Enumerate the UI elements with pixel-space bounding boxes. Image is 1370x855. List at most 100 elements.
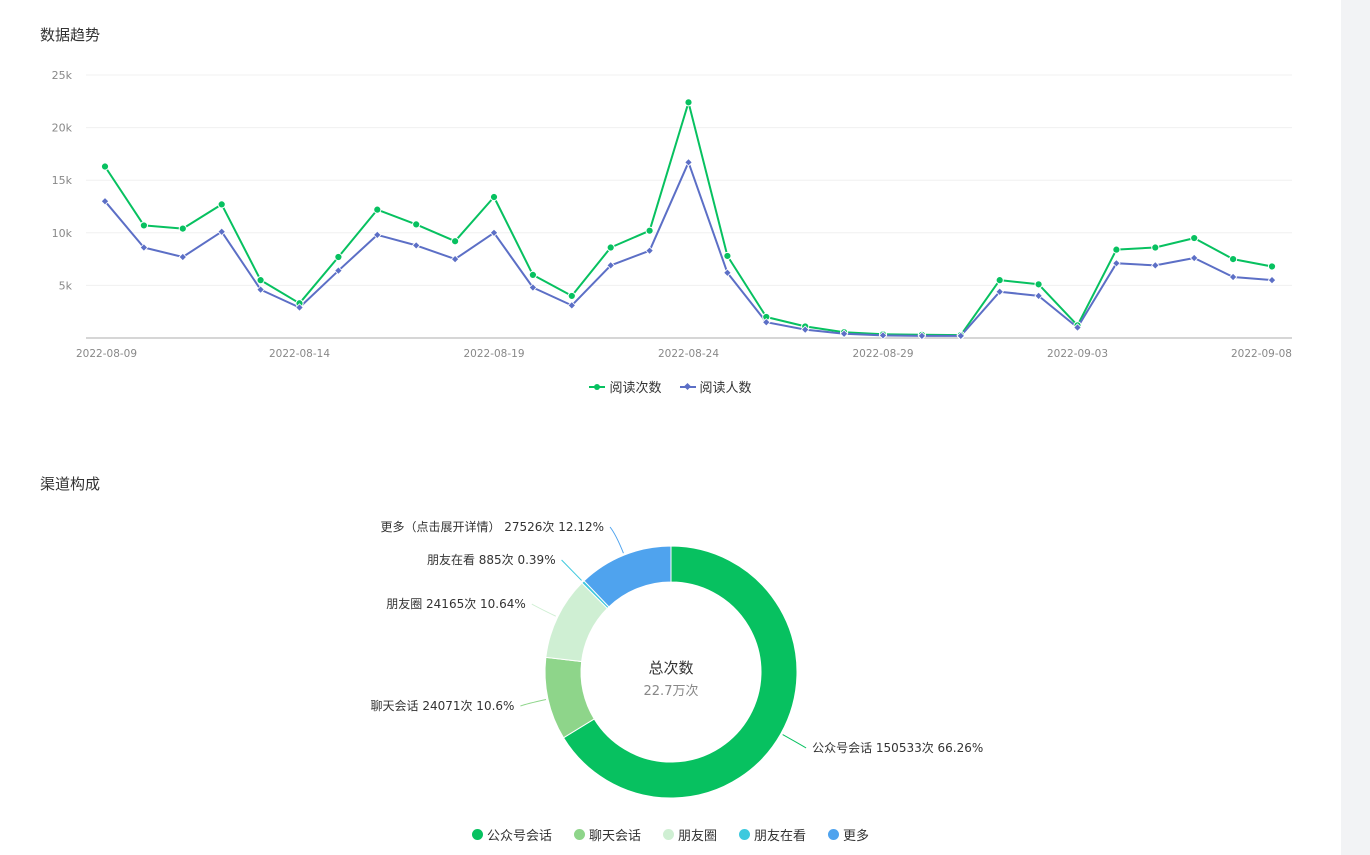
legend-item-official-account-chat[interactable]: 公众号会话	[471, 825, 552, 844]
x-tick-label: 2022-08-29	[852, 348, 913, 360]
y-tick-label: 10k	[52, 227, 73, 240]
data-point-readers[interactable]	[450, 254, 460, 264]
data-point-readers[interactable]	[100, 196, 110, 206]
data-point-readers[interactable]	[723, 268, 732, 278]
data-point-reads[interactable]	[567, 291, 576, 301]
trend-legend: 阅读次数 阅读人数	[0, 377, 1341, 396]
data-point-reads[interactable]	[451, 237, 460, 246]
legend-item-moments[interactable]: 朋友圈	[662, 825, 717, 844]
y-tick-label: 25k	[52, 69, 73, 82]
data-point-reads[interactable]	[528, 270, 538, 279]
data-point-readers[interactable]	[878, 331, 888, 340]
data-point-readers[interactable]	[995, 287, 1004, 296]
legend-label-more: 更多	[843, 829, 870, 844]
data-point-readers[interactable]	[1073, 323, 1082, 332]
data-point-reads[interactable]	[723, 251, 732, 261]
legend-item-chat[interactable]: 聊天会话	[573, 825, 641, 844]
data-point-reads[interactable]	[373, 205, 382, 214]
data-point-readers[interactable]	[1151, 261, 1160, 270]
y-tick-label: 5k	[59, 279, 73, 292]
slice-label-moments: 朋友圈 24165次 10.64%	[386, 597, 526, 611]
channel-section-title: 渠道构成	[40, 475, 101, 493]
data-point-readers[interactable]	[256, 285, 265, 294]
y-tick-label: 15k	[52, 174, 73, 187]
legend-label-chat: 聊天会话	[588, 829, 641, 844]
slice-label-friends-watching: 朋友在看 885次 0.39%	[427, 553, 556, 567]
trend-section-title: 数据趋势	[40, 26, 101, 44]
legend-swatch-moments	[662, 829, 674, 840]
channel-legend: 公众号会话 聊天会话 朋友圈 朋友在看 更多	[0, 825, 1341, 844]
data-point-readers[interactable]	[217, 227, 226, 236]
legend-swatch-chat	[573, 829, 585, 840]
data-point-readers[interactable]	[839, 329, 849, 339]
channel-donut-chart: 公众号会话 150533次 66.26% 聊天会话 24071次 10.6% 朋友圈…	[371, 519, 983, 799]
x-tick-label: 2022-08-24	[658, 348, 719, 360]
data-point-reads[interactable]	[995, 276, 1004, 285]
data-point-readers[interactable]	[295, 303, 304, 312]
data-point-reads[interactable]	[1112, 245, 1121, 254]
data-point-readers[interactable]	[1189, 253, 1199, 263]
data-point-reads[interactable]	[1267, 262, 1277, 271]
legend-item-reads[interactable]: 阅读次数	[589, 377, 662, 396]
donut-center-label: 总次数	[648, 659, 693, 677]
data-point-reads[interactable]	[684, 98, 693, 107]
legend-label-reads: 阅读次数	[609, 381, 662, 396]
data-point-reads[interactable]	[1151, 243, 1160, 252]
data-point-reads[interactable]	[1034, 280, 1043, 289]
donut-slice-more[interactable]	[583, 545, 672, 608]
x-tick-label: 2022-08-14	[269, 348, 330, 360]
slice-label-chat: 聊天会话 24071次 10.6%	[371, 699, 515, 713]
data-point-reads[interactable]	[606, 243, 615, 252]
data-point-readers[interactable]	[489, 228, 499, 238]
legend-swatch-readers	[679, 382, 696, 392]
data-point-readers[interactable]	[1267, 275, 1277, 285]
data-point-readers[interactable]	[411, 241, 421, 250]
legend-item-more[interactable]: 更多	[828, 825, 869, 844]
legend-swatch-official-account-chat	[471, 829, 483, 840]
data-point-readers[interactable]	[373, 230, 382, 240]
data-point-readers[interactable]	[567, 301, 577, 310]
data-point-readers[interactable]	[1034, 291, 1043, 301]
data-point-reads[interactable]	[489, 192, 499, 202]
data-point-readers[interactable]	[917, 331, 927, 341]
y-tick-label: 20k	[52, 122, 73, 135]
data-point-reads[interactable]	[412, 220, 421, 229]
legend-swatch-more	[828, 829, 840, 840]
data-point-readers[interactable]	[1112, 259, 1121, 268]
x-tick-label: 2022-09-08	[1231, 348, 1292, 360]
data-point-readers[interactable]	[1228, 272, 1238, 282]
legend-item-friends-watching[interactable]: 朋友在看	[739, 825, 806, 844]
donut-slice-official-account-chat[interactable]	[562, 545, 798, 799]
legend-swatch-reads	[589, 382, 606, 392]
data-point-readers[interactable]	[762, 317, 771, 327]
data-point-reads[interactable]	[1190, 233, 1199, 243]
slice-label-more: 更多（点击展开详情） 27526次 12.12%	[380, 519, 604, 534]
data-point-readers[interactable]	[334, 266, 343, 275]
legend-item-readers[interactable]: 阅读人数	[679, 377, 752, 396]
data-point-readers[interactable]	[684, 158, 693, 167]
slice-leader-line	[782, 734, 807, 749]
legend-label-readers: 阅读人数	[699, 381, 752, 396]
legend-marker-readers	[683, 382, 691, 390]
data-point-reads[interactable]	[645, 226, 654, 235]
slice-leader-line	[520, 698, 547, 707]
data-point-reads[interactable]	[217, 200, 226, 209]
data-point-reads[interactable]	[334, 252, 343, 262]
data-point-readers[interactable]	[528, 283, 538, 292]
data-point-reads[interactable]	[178, 224, 187, 233]
data-point-readers[interactable]	[645, 246, 654, 255]
data-point-readers[interactable]	[956, 331, 966, 341]
data-point-readers[interactable]	[139, 243, 149, 252]
data-point-reads[interactable]	[100, 162, 110, 171]
legend-marker-reads	[594, 383, 601, 390]
data-point-reads[interactable]	[139, 221, 148, 230]
data-point-readers[interactable]	[606, 261, 615, 270]
slice-leader-line	[531, 603, 557, 617]
data-point-readers[interactable]	[800, 325, 810, 334]
donut-center-value: 22.7万次	[644, 683, 699, 699]
data-point-reads[interactable]	[1229, 255, 1238, 264]
legend-label-friends-watching: 朋友在看	[754, 829, 807, 844]
data-point-readers[interactable]	[178, 252, 188, 262]
slice-leader-line	[561, 559, 582, 581]
data-point-reads[interactable]	[256, 276, 265, 285]
